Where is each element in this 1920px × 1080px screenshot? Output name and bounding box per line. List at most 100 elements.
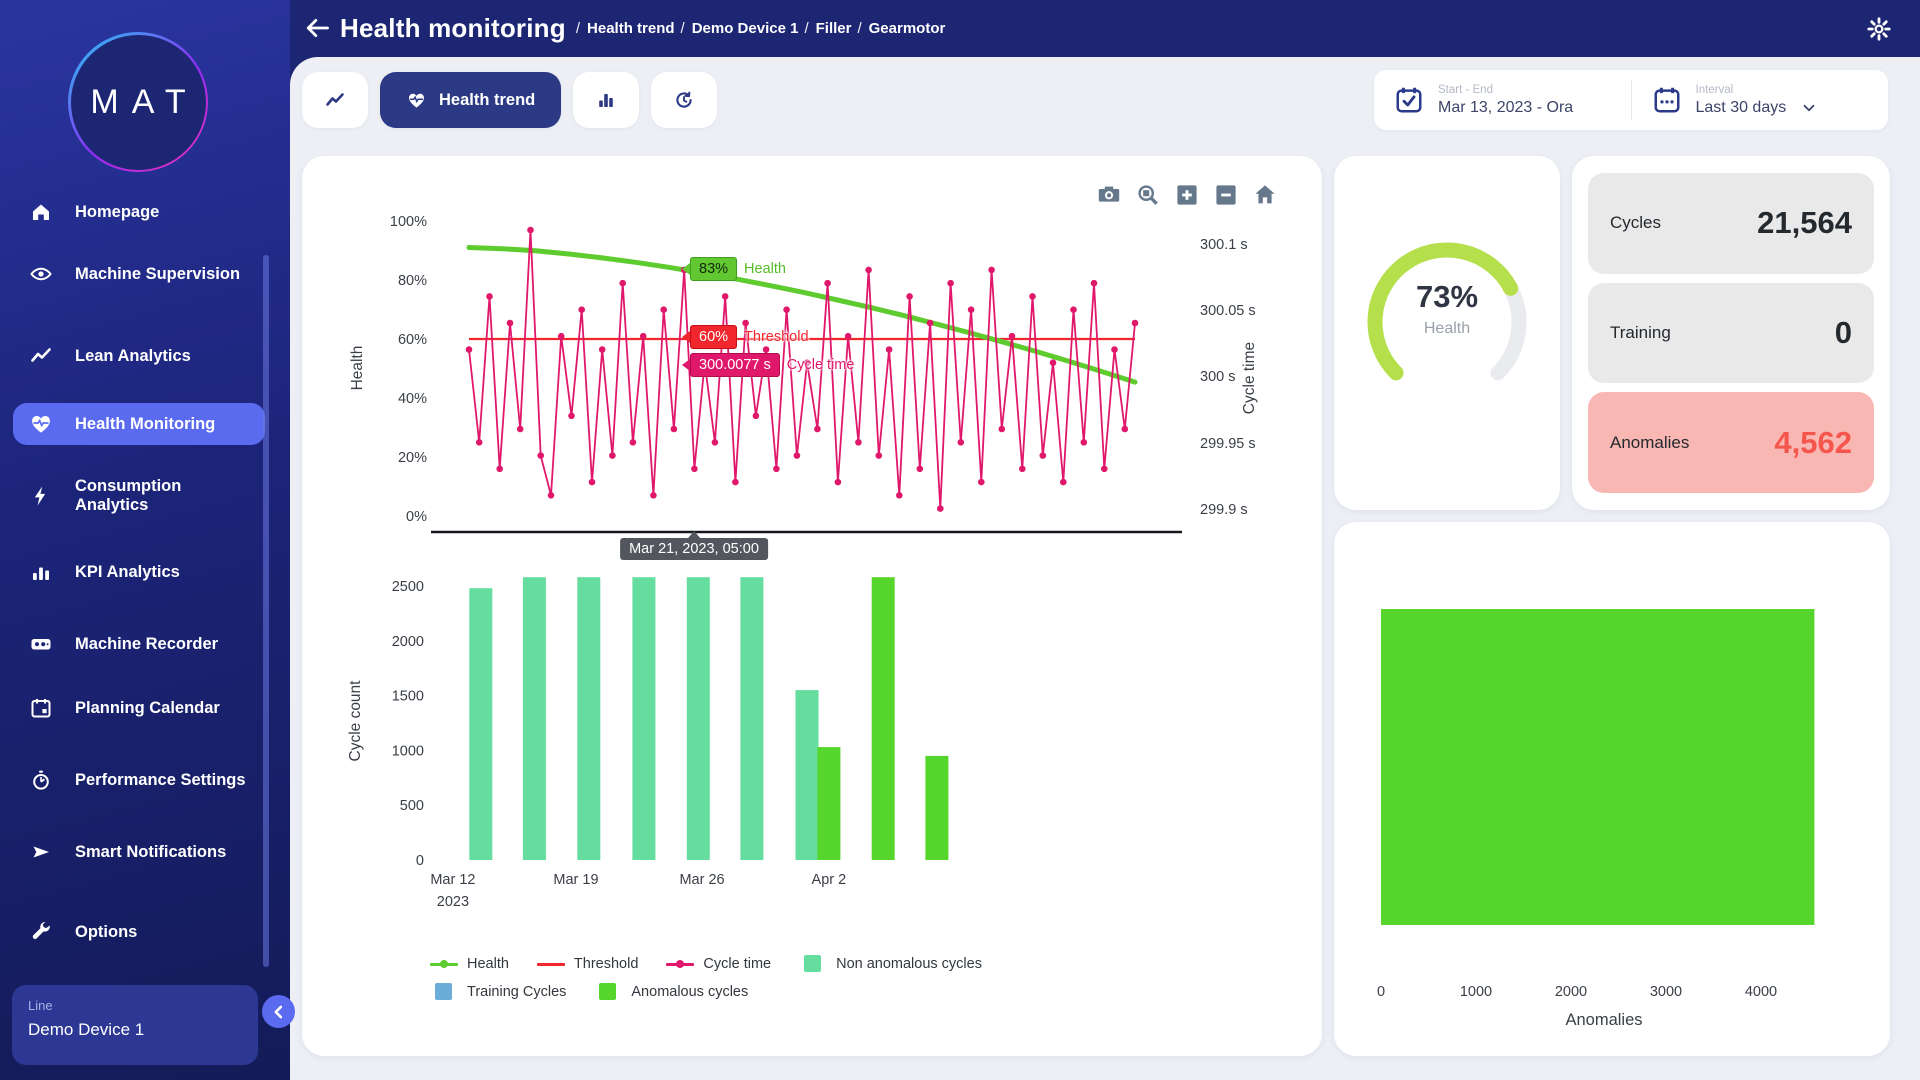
legend-label: Non anomalous cycles xyxy=(836,956,982,972)
svg-text:2000: 2000 xyxy=(1555,984,1587,1000)
legend-item-threshold[interactable]: Threshold xyxy=(536,956,639,972)
sidebar-item-lean-analytics[interactable]: Lean Analytics xyxy=(13,335,265,377)
gauge-value: 73% xyxy=(1415,279,1479,314)
health-trend-plot[interactable]: 100% 80% 60% 40% 20% 0% Health 300.1 s 300.05 s 3… xyxy=(302,156,1322,1056)
legend-item-training-cycles[interactable]: Training Cycles xyxy=(430,983,567,1000)
tab-line-view[interactable] xyxy=(302,72,368,128)
svg-text:1000: 1000 xyxy=(1460,984,1492,1000)
legend-label: Anomalous cycles xyxy=(631,984,749,1000)
anomalies-plot[interactable]: 0 1000 2000 3000 4000 Anomalies xyxy=(1334,522,1890,1056)
legend-label: Threshold xyxy=(573,956,639,972)
health-gauge-card: 73% Health xyxy=(1334,156,1560,510)
history-icon xyxy=(676,91,692,108)
sidebar-collapse-button[interactable] xyxy=(262,995,295,1028)
tab-bar-view[interactable] xyxy=(573,72,640,128)
hover-cycle-series: Cycle time xyxy=(786,357,855,373)
svg-text:299.95 s: 299.95 s xyxy=(1200,436,1256,452)
sidebar-item-machine-recorder[interactable]: Machine Recorder xyxy=(13,623,265,665)
date-range-picker[interactable]: Start - End Mar 13, 2023 - Ora xyxy=(1374,84,1631,117)
zoom-box-icon[interactable] xyxy=(1133,180,1163,210)
legend-label: Health xyxy=(467,956,509,972)
legend-marker xyxy=(799,955,827,972)
interval-picker[interactable]: Interval Last 30 days xyxy=(1632,84,1889,117)
eye-icon xyxy=(29,261,55,287)
bar-chart-icon xyxy=(599,94,614,107)
svg-text:100%: 100% xyxy=(390,214,427,230)
tab-health-trend-label: Health trend xyxy=(439,90,536,109)
svg-text:Mar 26: Mar 26 xyxy=(679,872,724,888)
home-reset-icon[interactable] xyxy=(1250,180,1280,210)
legend-item-anomalous-cycles[interactable]: Anomalous cycles xyxy=(594,983,749,1000)
zoom-out-icon[interactable] xyxy=(1211,180,1241,210)
legend-item-health[interactable]: Health xyxy=(430,956,509,972)
legend-item-cycle-time[interactable]: Cycle time xyxy=(666,956,771,972)
legend-marker xyxy=(594,983,622,1000)
hover-cycle-value: 300.0077 s xyxy=(690,353,780,377)
svg-text:0: 0 xyxy=(1377,984,1385,1000)
legend-marker xyxy=(666,957,695,971)
bolt-icon xyxy=(29,483,55,509)
svg-text:20%: 20% xyxy=(398,450,427,466)
svg-text:300.05 s: 300.05 s xyxy=(1200,303,1256,319)
interval-label: Interval xyxy=(1695,83,1734,96)
camera-icon[interactable] xyxy=(1094,180,1124,210)
hover-label-health: 83% Health xyxy=(682,257,786,281)
svg-text:Anomalies: Anomalies xyxy=(1565,1011,1642,1029)
app-logo[interactable]: MAT xyxy=(68,32,208,172)
calendar-dots-icon xyxy=(1654,87,1679,113)
breadcrumb-item[interactable]: Demo Device 1 xyxy=(681,20,799,37)
date-toolbar: Start - End Mar 13, 2023 - Ora Interval … xyxy=(1374,70,1888,130)
sidebar-item-health-monitoring[interactable]: Health Monitoring xyxy=(13,403,265,445)
stat-label: Anomalies xyxy=(1610,432,1690,452)
sidebar-item-smart-notifications[interactable]: Smart Notifications xyxy=(13,831,265,873)
svg-text:Health: Health xyxy=(349,346,366,391)
stat-anomalies: Anomalies 4,562 xyxy=(1588,392,1874,494)
sidebar-item-homepage[interactable]: Homepage xyxy=(13,191,265,233)
svg-text:Mar 19: Mar 19 xyxy=(553,872,598,888)
view-tabs: Health trend xyxy=(302,72,718,128)
hover-label-threshold: 60% Threshold xyxy=(682,325,809,349)
gear-icon[interactable] xyxy=(1866,16,1892,42)
zoom-in-icon[interactable] xyxy=(1172,180,1202,210)
hover-health-value: 83% xyxy=(690,257,738,281)
stat-label: Training xyxy=(1610,323,1671,342)
breadcrumb-item[interactable]: Gearmotor xyxy=(857,20,946,37)
svg-text:500: 500 xyxy=(400,798,424,814)
breadcrumb-item[interactable]: Filler xyxy=(804,20,852,37)
svg-text:60%: 60% xyxy=(398,332,427,348)
legend-item-non-anomalous-cycles[interactable]: Non anomalous cycles xyxy=(799,955,982,972)
sidebar-item-performance-settings[interactable]: Performance Settings xyxy=(13,759,265,801)
back-button[interactable] xyxy=(302,14,332,44)
sidebar-item-consumption-analytics[interactable]: Consumption Analytics xyxy=(13,469,265,523)
stats-card: Cycles 21,564 Training 0 Anomalies 4,562 xyxy=(1572,156,1890,510)
stopwatch-icon xyxy=(29,767,55,793)
sidebar-item-options[interactable]: Options xyxy=(13,911,265,953)
legend-label: Training Cycles xyxy=(467,984,567,1000)
legend-marker xyxy=(536,957,565,971)
health-gauge xyxy=(1367,242,1527,381)
send-icon xyxy=(29,839,55,865)
legend-marker xyxy=(430,983,458,1000)
tab-health-trend[interactable]: Health trend xyxy=(380,72,562,128)
svg-text:0%: 0% xyxy=(406,509,427,525)
stat-value: 21,564 xyxy=(1757,205,1852,241)
chevron-down-icon xyxy=(1803,104,1815,111)
sidebar-item-planning-calendar[interactable]: Planning Calendar xyxy=(13,687,265,729)
sidebar-item-kpi-analytics[interactable]: KPI Analytics xyxy=(13,551,265,593)
device-card[interactable]: Line Demo Device 1 xyxy=(12,985,258,1065)
legend-label: Cycle time xyxy=(703,956,772,972)
svg-text:1500: 1500 xyxy=(392,689,424,705)
heart-pulse-icon xyxy=(409,93,424,108)
stat-cycles: Cycles 21,564 xyxy=(1588,173,1874,274)
date-range-value: Mar 13, 2023 - Ora xyxy=(1438,98,1574,116)
svg-text:0: 0 xyxy=(416,853,424,869)
breadcrumb-item[interactable]: Health trend xyxy=(576,20,675,37)
svg-text:2500: 2500 xyxy=(392,579,424,595)
tab-history[interactable] xyxy=(651,72,718,128)
sidebar-scrollbar[interactable] xyxy=(263,255,269,967)
interval-value: Last 30 days xyxy=(1695,98,1787,116)
home-icon xyxy=(29,199,55,225)
hover-label-cycle-time: 300.0077 s Cycle time xyxy=(682,353,854,377)
gauge-label: Health xyxy=(1423,320,1471,337)
sidebar-item-machine-supervision[interactable]: Machine Supervision xyxy=(13,253,265,295)
